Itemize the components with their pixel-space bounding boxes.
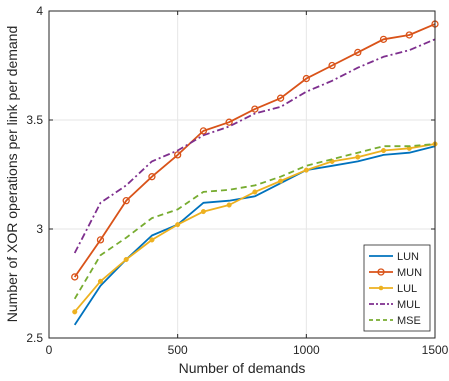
data-point-lul [123,256,129,263]
data-point-mun [71,273,79,281]
x-tick-label: 0 [46,343,53,357]
data-point-lul [303,167,309,173]
legend-label-lul: LUL [397,283,417,295]
series-line-mun [73,23,436,278]
legend-marker-mun [377,268,385,276]
data-point-mun [276,94,285,102]
x-tick-label: 1000 [293,343,320,357]
series-line-mul [73,38,436,254]
series-line-lun [73,145,436,326]
legend-label-mse: MSE [397,315,421,327]
y-axis-label: Number of XOR operations per link per de… [4,26,20,322]
data-point-lul [278,178,284,184]
y-tick-label: 2.5 [26,331,43,345]
data-point-mun [251,105,259,113]
y-tick-label: 4 [36,4,43,18]
data-point-lul [175,222,181,228]
legend: LUN MUN LUL MUL MSE [363,244,431,332]
y-tick-label: 3.5 [26,113,43,127]
x-tick-label: 1500 [422,343,449,357]
data-point-lul [200,209,206,215]
data-point-mun [96,236,105,244]
legend-label-mun: MUN [397,267,422,279]
data-point-lul [72,309,78,315]
data-point-mun [148,173,156,181]
data-point-lul [252,189,258,195]
series-line-mse [73,143,436,300]
data-point-mun [174,151,182,159]
data-point-mun [199,127,208,135]
axes [48,10,436,339]
tick-labels: 0 500 1000 1500 2.5 3 3.5 4 [26,4,448,357]
data-point-lul [380,147,387,154]
data-point-lul [97,278,104,284]
data-point-mun [302,74,310,83]
y-tick-label: 3 [36,222,43,236]
data-point-mun [379,35,388,43]
axes-box [48,10,436,339]
legend-marker-lul [378,285,384,291]
legend-label-lun: LUN [397,251,419,263]
data-point-mun [354,48,362,57]
data-point-lul [149,237,155,243]
data-point-lul [355,154,361,160]
x-axis-label: Number of demands [179,360,306,376]
data-point-lul [226,202,232,208]
series-layer [71,20,439,326]
data-point-mun [122,197,130,205]
data-point-mun [405,31,413,39]
legend-label-mul: MUL [397,299,420,311]
data-point-mun [328,61,336,70]
data-point-mun [225,118,233,126]
x-tick-label: 500 [168,343,188,357]
